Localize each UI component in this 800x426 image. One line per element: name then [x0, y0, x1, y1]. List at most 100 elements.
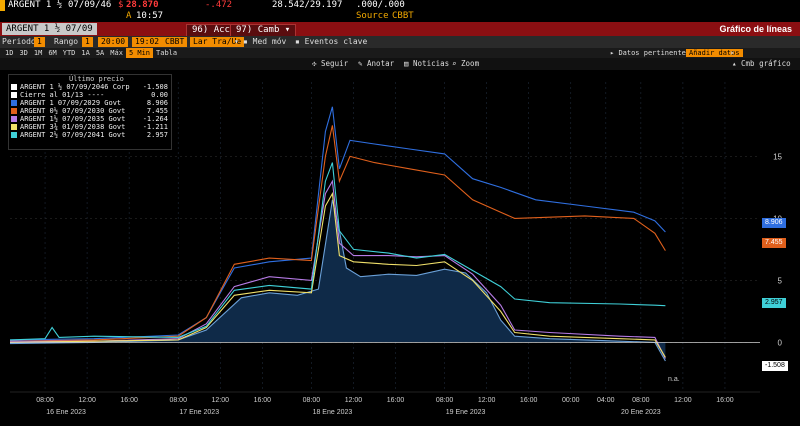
legend-value: 7.455 — [146, 107, 168, 115]
range-label: Rango — [54, 37, 79, 46]
timeframe-5-min[interactable]: 5 Min — [125, 48, 154, 58]
function-toolbar: ARGENT 1 ½ 07/09 96) Acc ▾ 97) Camb ▾ Gr… — [0, 22, 800, 37]
time-prefix: A — [126, 11, 132, 21]
settings-menu[interactable]: 97) Camb ▾ — [230, 23, 299, 37]
ticker-maturity: 07/09/46 — [68, 0, 112, 10]
series-line — [9, 125, 666, 342]
ticker-marker — [0, 0, 5, 11]
chevron-down-icon: ▾ — [284, 25, 291, 35]
yield-pair: .000/.000 — [356, 0, 405, 10]
timeframe-1a[interactable]: 1A — [81, 49, 90, 57]
legend-swatch — [11, 116, 17, 122]
x-tick-label: 08:00 — [436, 397, 454, 404]
legend-swatch — [11, 92, 17, 98]
timeframe-ytd[interactable]: YTD — [62, 49, 76, 57]
moving-average-toggle[interactable]: ▪ Med móv — [243, 37, 287, 46]
timeframe-1d[interactable]: 1D — [5, 49, 14, 57]
legend-name: ARGENT 2½ 07/09/2041 Govt — [20, 131, 126, 139]
x-tick-label: 12:00 — [212, 397, 230, 404]
timeframe-3d[interactable]: 3D — [19, 49, 28, 57]
series-line — [9, 199, 666, 362]
actions-label: Acc — [213, 25, 230, 35]
follow-button[interactable]: ✣ Seguir — [312, 59, 349, 68]
series-line — [9, 191, 666, 358]
quote-subheader: A 10:57 Source CBBT — [0, 11, 800, 22]
source-label: Source — [356, 11, 389, 21]
chart-controls: Periodo 1 Rango 1 20:00 19:02 CBBT Lar T… — [0, 36, 800, 48]
legend-swatch — [11, 108, 17, 114]
legend-value: 2.957 — [146, 131, 168, 139]
timeframe-máx[interactable]: Máx — [110, 49, 123, 57]
key-events-toggle[interactable]: ▪ Eventos clave — [295, 37, 368, 46]
legend-value: -1.264 — [142, 115, 168, 123]
crosshair-icon: ✣ — [312, 59, 317, 68]
series-line — [10, 179, 666, 359]
timeframe-5a[interactable]: 5A — [95, 49, 105, 57]
period-input[interactable]: 1 — [34, 37, 45, 47]
legend-name: ARGENT 1 07/09/2029 Govt — [20, 99, 122, 107]
end-time-input[interactable]: 19:02 — [132, 37, 163, 47]
period-label: Periodo — [2, 37, 36, 46]
y-tick-label: 0 — [778, 338, 783, 347]
legend-item[interactable]: ARGENT 2½ 07/09/2041 Govt 2.957 — [9, 131, 171, 139]
series-type-select[interactable]: Lar Tra/Ue — [190, 37, 245, 47]
legend-item[interactable]: Cierre al 01/13 ---- 0.00 — [9, 91, 171, 99]
range-input[interactable]: 1 — [82, 37, 93, 47]
end-value-tag: 7.455 — [762, 238, 786, 248]
timeframe-bar: 1D 3D 1M 6M YTD 1A 5A Máx 5 Min Tabla ▸ Datos per… — [0, 48, 800, 58]
x-tick-label: 00:00 — [562, 397, 580, 404]
legend-swatch — [11, 84, 17, 90]
x-tick-label: 08:00 — [632, 397, 650, 404]
series-line — [9, 162, 666, 341]
line-chart[interactable]: 05101508:0012:0016:0008:0012:0016:0008:0… — [0, 70, 800, 422]
legend-value: -1.508 — [142, 83, 168, 91]
chart-options-button[interactable]: ▴ Cmb gráfico — [732, 59, 791, 68]
x-tick-label: 12:00 — [78, 397, 96, 404]
timeframe-1m[interactable]: 1M — [33, 49, 43, 57]
x-day-label: 19 Ene 2023 — [446, 409, 486, 416]
x-tick-label: 16:00 — [254, 397, 272, 404]
timeframe-6m[interactable]: 6M — [48, 49, 57, 57]
add-data-button[interactable]: Añadir datos — [686, 49, 743, 57]
relevant-data-button[interactable]: ▸ Datos pertinentes — [610, 49, 691, 57]
legend-item[interactable]: ARGENT 1 07/09/2029 Govt 8.906 — [9, 99, 171, 107]
legend-item[interactable]: ARGENT 1½ 07/09/2035 Govt -1.264 — [9, 115, 171, 123]
legend-name: Cierre al 01/13 ---- — [20, 91, 105, 99]
zoom-icon: ⌕ — [452, 59, 457, 68]
zoom-button[interactable]: ⌕ Zoom — [452, 59, 480, 68]
x-tick-label: 16:00 — [520, 397, 538, 404]
legend-item[interactable]: ARGENT 1 ½ 07/09/2046 Corp -1.508 — [9, 83, 171, 91]
na-label: n.a. — [668, 376, 680, 383]
pencil-icon: ✎ — [358, 59, 363, 68]
chart-icon: ▴ — [732, 59, 737, 68]
x-tick-label: 04:00 — [597, 397, 615, 404]
security-field[interactable]: ARGENT 1 ½ 07/09 — [2, 23, 97, 35]
start-time-input[interactable]: 20:00 — [98, 37, 129, 47]
timeframe-tabla[interactable]: Tabla — [156, 49, 178, 57]
x-tick-label: 16:00 — [387, 397, 405, 404]
bid-ask: 28.542/29.197 — [272, 0, 343, 10]
chevron-down-icon[interactable]: ▾ — [234, 37, 239, 46]
chevron-right-icon: ▸ — [610, 49, 615, 57]
source-select[interactable]: CBBT — [162, 37, 188, 47]
legend-item[interactable]: ARGENT 0½ 07/09/2030 Govt 7.455 — [9, 107, 171, 115]
legend-name: ARGENT 0½ 07/09/2030 Govt — [20, 107, 126, 115]
news-button[interactable]: ▤ Noticias — [404, 59, 450, 68]
legend-name: ARGENT 1 ½ 07/09/2046 Corp — [20, 83, 130, 91]
legend-value: 0.00 — [151, 91, 168, 99]
legend-rows: ARGENT 1 ½ 07/09/2046 Corp -1.508 Cierre a… — [9, 83, 171, 139]
checkbox-icon: ▪ — [243, 37, 248, 46]
x-tick-label: 08:00 — [303, 397, 321, 404]
end-value-tag: 8.906 — [762, 218, 786, 228]
legend-swatch — [11, 132, 17, 138]
close-icon[interactable]: ✕ — [730, 49, 735, 57]
legend-item[interactable]: ARGENT 3¾ 01/09/2038 Govt -1.211 — [9, 123, 171, 131]
source-value: CBBT — [392, 11, 414, 21]
chart-area[interactable]: 05101508:0012:0016:0008:0012:0016:0008:0… — [0, 70, 800, 422]
quote-time: 10:57 — [136, 11, 164, 21]
ticker-name[interactable]: ARGENT 1 ½ — [8, 0, 63, 10]
x-tick-label: 12:00 — [674, 397, 692, 404]
annotate-button[interactable]: ✎ Anotar — [358, 59, 395, 68]
end-value-tag: 2.957 — [762, 298, 786, 308]
x-tick-label: 16:00 — [716, 397, 734, 404]
